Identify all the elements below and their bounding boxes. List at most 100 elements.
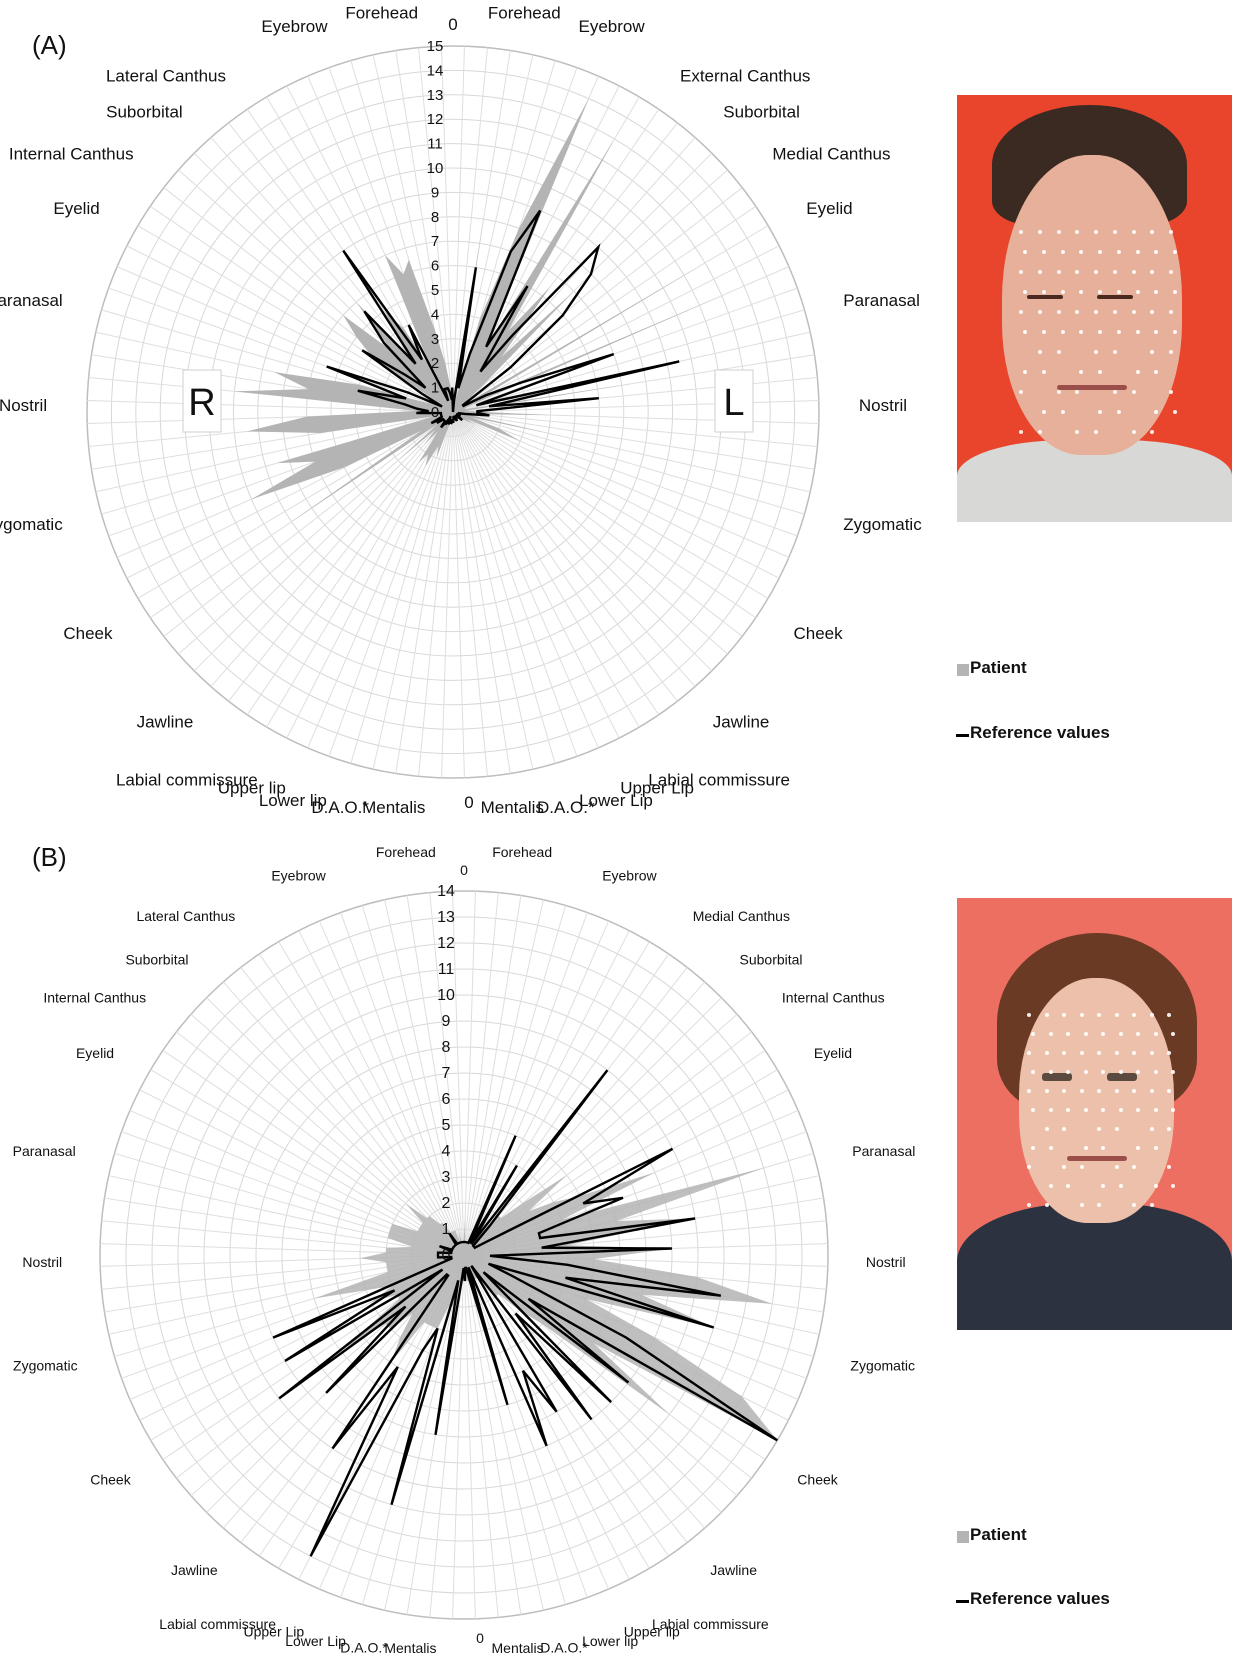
landmark-dot xyxy=(1098,250,1102,254)
grid-ring xyxy=(257,216,649,608)
landmark-dot xyxy=(1031,1032,1035,1036)
landmark-dot xyxy=(1173,250,1177,254)
region-label-left: Paranasal xyxy=(13,1143,76,1159)
landmark-dot xyxy=(1075,310,1080,314)
grid-ring xyxy=(229,1020,699,1490)
landmark-dot xyxy=(1136,1032,1140,1036)
grid-spoke xyxy=(452,891,465,1256)
landmark-dot xyxy=(1149,1127,1154,1131)
region-label-left: Internal Canthus xyxy=(43,990,146,1006)
grid-spoke xyxy=(452,411,780,579)
landmark-dot xyxy=(1044,1127,1049,1131)
landmark-dot xyxy=(1060,330,1065,334)
grid-spoke xyxy=(452,47,488,413)
face xyxy=(1019,978,1174,1223)
region-label-left: Eyebrow xyxy=(261,17,328,36)
grid-spoke xyxy=(463,891,476,1256)
grid-ring xyxy=(99,890,829,1620)
landmark-dot xyxy=(1079,370,1084,374)
landmark-dot xyxy=(1136,1108,1140,1112)
landmark-dot xyxy=(1154,250,1159,254)
landmark-dot xyxy=(1167,1013,1171,1017)
tick-label: 14 xyxy=(427,62,444,79)
axis-zero-bottom: 0 xyxy=(476,1630,484,1646)
landmark-dot xyxy=(1135,290,1140,294)
grid-spoke xyxy=(126,245,454,413)
open-eye-left xyxy=(1107,1073,1137,1081)
tick-label: 11 xyxy=(438,961,455,978)
landmark-dot xyxy=(1060,410,1065,414)
landmark-dot xyxy=(1114,1127,1119,1131)
closed-eye-left xyxy=(1097,295,1133,299)
landmark-dot xyxy=(1023,250,1027,254)
axis-zero-bottom: 0 xyxy=(464,793,473,812)
grid-spoke xyxy=(452,411,599,749)
landmark-dot xyxy=(1079,1203,1084,1207)
region-label-right: Mentalis xyxy=(481,798,544,817)
grid-ring xyxy=(151,942,777,1568)
region-label-right: Upper Lip xyxy=(620,778,694,797)
tick-label: 9 xyxy=(431,184,439,201)
grid-spoke xyxy=(452,411,556,764)
mouth xyxy=(1057,385,1127,390)
grid-spoke xyxy=(361,905,465,1256)
grid-spoke xyxy=(104,1197,465,1256)
grid-spoke xyxy=(452,411,678,702)
landmark-dot xyxy=(1083,1070,1088,1074)
landmark-dot xyxy=(1031,1146,1035,1150)
grid-spoke xyxy=(418,47,454,413)
region-label-right: Forehead xyxy=(492,844,552,860)
grid-spoke xyxy=(463,1254,499,1618)
region-label-left: Labial commissure xyxy=(159,1616,276,1632)
landmark-dot xyxy=(1097,1127,1101,1131)
landmark-dot xyxy=(1101,1146,1105,1150)
grid-spoke xyxy=(463,1254,670,1557)
landmark-dot xyxy=(1114,1051,1119,1055)
grid-ring xyxy=(379,338,527,486)
region-label-right: Jawline xyxy=(710,1562,757,1578)
series-reference xyxy=(326,209,680,429)
region-label-left: Forehead xyxy=(376,844,436,860)
grid-spoke xyxy=(452,411,534,770)
landmark-dot xyxy=(1083,1032,1088,1036)
landmark-dot xyxy=(1173,410,1177,414)
region-label-right: Jawline xyxy=(713,712,770,731)
landmark-dot xyxy=(1094,310,1098,314)
landmark-dot xyxy=(1098,370,1102,374)
grid-spoke xyxy=(452,411,640,728)
region-label-right: Paranasal xyxy=(852,1143,915,1159)
grid-spoke xyxy=(452,411,743,637)
legend-patient-label: Patient xyxy=(970,658,1027,677)
landmark-dot xyxy=(1114,1089,1119,1093)
sweater xyxy=(957,1203,1232,1330)
grid-spoke xyxy=(429,1254,465,1618)
landmark-dot xyxy=(1101,1108,1105,1112)
landmark-dot xyxy=(1154,290,1159,294)
legend-reference-line xyxy=(956,1600,969,1603)
landmark-dot xyxy=(1150,230,1155,234)
legend-patient-swatch xyxy=(957,1531,969,1543)
grid-spoke xyxy=(452,411,756,619)
grid-spoke xyxy=(318,920,465,1256)
region-label-left: Cheek xyxy=(63,624,113,643)
landmark-dot xyxy=(1044,1051,1049,1055)
tick-label: 7 xyxy=(442,1065,451,1082)
landmark-dot xyxy=(1066,1032,1070,1036)
landmark-dot xyxy=(1060,250,1065,254)
landmark-dot xyxy=(1066,1108,1070,1112)
grid-spoke xyxy=(210,411,454,687)
tick-label: 8 xyxy=(442,1039,451,1056)
grid-spoke xyxy=(463,895,522,1256)
landmark-dot xyxy=(1112,310,1117,314)
grid-ring xyxy=(330,289,576,535)
grid-spoke xyxy=(452,1254,465,1619)
landmark-dot xyxy=(1114,1165,1119,1169)
grid-spoke xyxy=(452,411,465,778)
region-label-right: Mentalis xyxy=(492,1640,544,1656)
grid-spoke xyxy=(463,930,630,1256)
grid-ring xyxy=(135,94,771,730)
grid-spoke xyxy=(108,287,454,413)
region-label-left: Zygomatic xyxy=(0,515,63,534)
grid-spoke xyxy=(463,1254,476,1619)
landmark-dot xyxy=(1149,1089,1154,1093)
